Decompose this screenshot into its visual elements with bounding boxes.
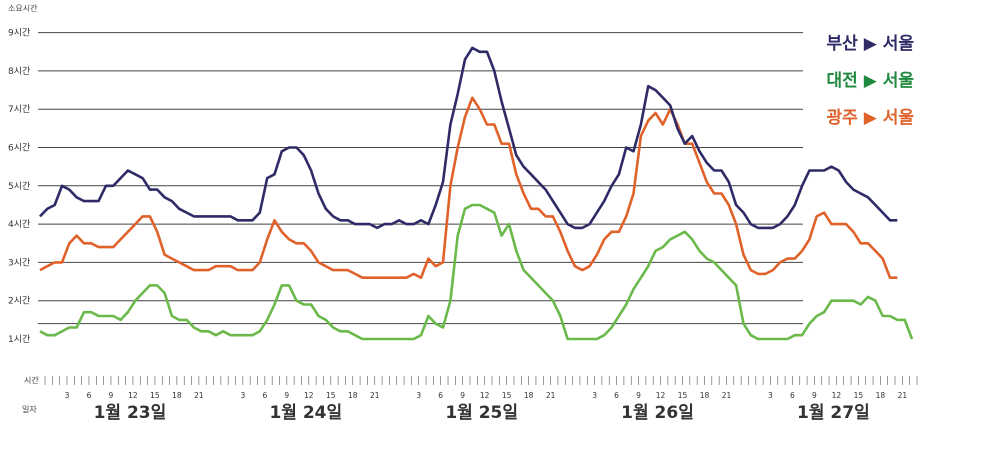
day-label: 1월 24일 [269,403,342,423]
day-row-label: 일자 [22,405,37,414]
hour-tick-label: 15 [854,391,864,400]
hour-tick-label: 3 [592,391,597,400]
hour-tick-label: 9 [812,391,817,400]
y-tick-label: 2시간 [8,296,30,307]
hour-tick-label: 18 [876,391,886,400]
hour-tick-label: 6 [790,391,795,400]
hour-tick-label: 9 [284,391,289,400]
hour-tick-label: 15 [502,391,512,400]
y-tick-label: 3시간 [8,257,30,268]
day-label: 1월 23일 [94,403,167,423]
hour-tick-label: 3 [65,391,70,400]
y-tick-label: 7시간 [8,104,30,115]
hour-tick-label: 6 [262,391,267,400]
hour-tick-label: 6 [87,391,92,400]
hour-tick-label: 6 [614,391,619,400]
hour-tick-label: 12 [656,391,666,400]
legend-entry: 부산 ▶ 서울 [827,34,915,54]
y-tick-label: 1시간 [8,334,30,345]
hour-tick-label: 9 [460,391,465,400]
hour-tick-label: 3 [240,391,245,400]
hour-tick-label: 15 [326,391,336,400]
hour-tick-label: 21 [546,391,556,400]
y-tick-label: 4시간 [8,219,30,230]
hour-tick-label: 6 [438,391,443,400]
hour-tick-label: 15 [150,391,160,400]
hour-tick-label: 21 [722,391,732,400]
y-tick-label: 6시간 [8,143,30,154]
hour-tick-label: 3 [416,391,421,400]
series-line-daejeon [39,203,914,341]
grid [38,32,803,325]
legend-entry: 대전 ▶ 서울 [827,71,915,91]
y-tick-label: 8시간 [8,66,30,77]
day-label: 1월 27일 [797,403,870,423]
hour-tick-label: 21 [898,391,908,400]
hour-tick-label: 12 [304,391,314,400]
day-label: 1월 25일 [445,403,518,423]
hour-tick-label: 12 [832,391,842,400]
series-line-gwangju [39,96,898,279]
hour-tick-label: 9 [636,391,641,400]
hour-tick-label: 18 [700,391,710,400]
hour-tick-label: 21 [370,391,380,400]
y-tick-label: 5시간 [8,181,30,192]
y-ticks: 1시간 2시간 3시간 4시간 5시간 6시간 7시간 8시간 9시간 [8,28,30,345]
series-line-busan [39,46,898,230]
hour-tick-label: 18 [172,391,182,400]
hour-tick-label: 18 [348,391,358,400]
hour-tick-label: 12 [128,391,138,400]
day-label: 1월 26일 [621,403,694,423]
y-tick-label: 9시간 [8,28,30,39]
legend-entry: 광주 ▶ 서울 [827,108,915,128]
hour-tick-label: 21 [194,391,204,400]
hour-tick-label: 9 [109,391,114,400]
hour-tick-label: 18 [524,391,534,400]
y-axis-label: 소요시간 [8,3,38,13]
hour-tick-label: 12 [480,391,490,400]
hour-tick-label: 3 [768,391,773,400]
hour-tick-label: 15 [678,391,688,400]
hour-row-label: 시간 [24,375,39,385]
series-lines [39,46,914,341]
x-axis: 시간 일자 3 6 9 12 15 18 21 1월 23일 3 6 9 12 15 18 21 1월 24일… [22,375,918,423]
